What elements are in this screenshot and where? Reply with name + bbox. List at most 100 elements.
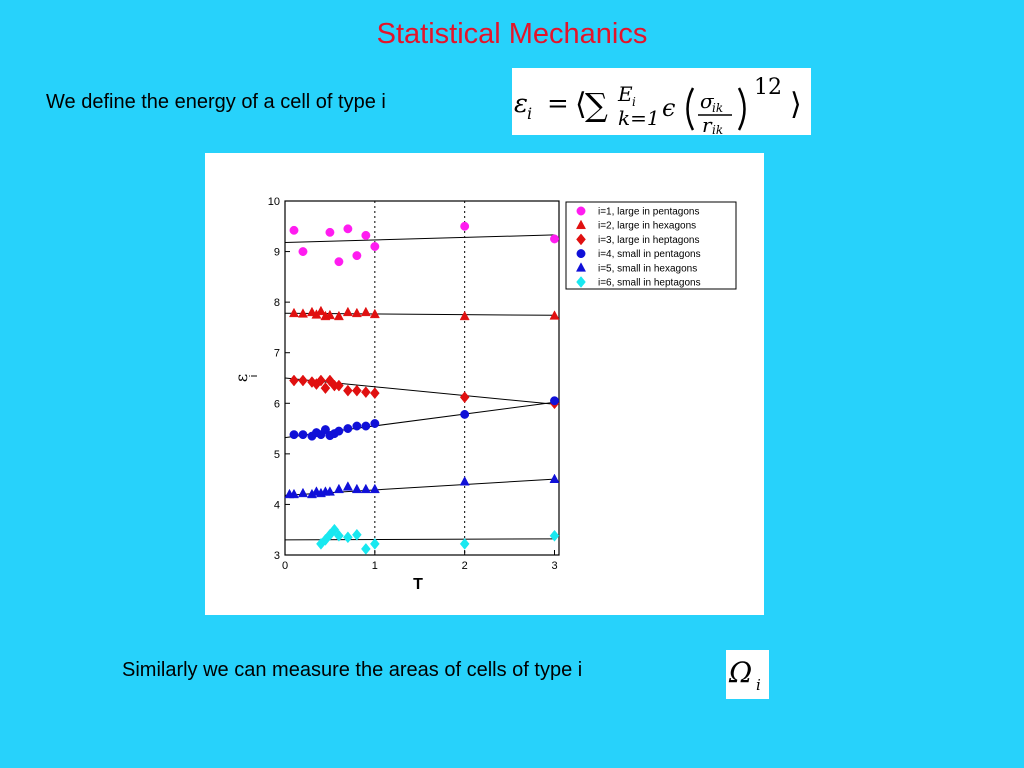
data-point bbox=[550, 234, 559, 244]
area-definition-text: Similarly we can measure the areas of ce… bbox=[122, 659, 583, 681]
data-point bbox=[316, 374, 326, 387]
x-tick-label: 3 bbox=[551, 560, 557, 572]
data-point bbox=[333, 483, 344, 494]
data-point bbox=[343, 224, 353, 234]
y-tick-label: 4 bbox=[274, 499, 280, 511]
legend-entry: i=4, small in pentagons bbox=[598, 249, 701, 260]
svg-text:ϵ: ϵ bbox=[662, 94, 675, 122]
data-point bbox=[369, 483, 380, 494]
data-point bbox=[324, 309, 335, 320]
data-point bbox=[352, 528, 362, 541]
slide-title: Statistical Mechanics bbox=[376, 18, 648, 50]
data-point bbox=[549, 473, 560, 483]
data-point bbox=[459, 537, 470, 550]
formula-sum: ∑ bbox=[585, 86, 608, 124]
legend-entry: i=1, large in pentagons bbox=[598, 207, 699, 218]
data-point bbox=[342, 481, 353, 491]
svg-text:r: r bbox=[702, 113, 713, 135]
data-point bbox=[343, 531, 353, 544]
svg-text:i: i bbox=[756, 676, 761, 694]
data-point bbox=[343, 424, 353, 434]
y-tick-label: 6 bbox=[274, 398, 280, 410]
data-point bbox=[459, 476, 470, 486]
legend-entry: i=3, large in heptagons bbox=[598, 235, 699, 246]
data-point bbox=[352, 384, 362, 397]
legend-marker bbox=[575, 262, 587, 272]
data-point bbox=[459, 310, 470, 321]
data-point bbox=[459, 391, 470, 404]
svg-text:i: i bbox=[632, 95, 636, 109]
svg-text:k=1: k=1 bbox=[618, 106, 660, 130]
data-point bbox=[361, 421, 371, 431]
y-axis-label-sub: i bbox=[248, 375, 260, 377]
svg-text:ik: ik bbox=[712, 123, 723, 135]
data-point bbox=[370, 419, 380, 428]
legend-entry: i=6, small in heptagons bbox=[598, 278, 701, 289]
data-point bbox=[320, 425, 330, 435]
data-point bbox=[289, 430, 299, 440]
svg-text:⟨: ⟨ bbox=[575, 87, 587, 122]
data-point bbox=[297, 308, 308, 318]
data-point bbox=[352, 421, 362, 431]
data-point bbox=[297, 487, 308, 498]
data-point bbox=[369, 308, 380, 319]
energy-definition-text: We define the energy of a cell of type i bbox=[46, 91, 386, 113]
series-2 bbox=[284, 305, 560, 321]
y-tick-label: 8 bbox=[274, 297, 280, 309]
data-point bbox=[360, 306, 371, 317]
data-point bbox=[460, 409, 470, 419]
formula-exponent: 12 bbox=[754, 75, 782, 100]
data-point bbox=[550, 396, 559, 406]
series-5 bbox=[284, 473, 560, 499]
svg-text:ik: ik bbox=[712, 101, 723, 115]
svg-text:E: E bbox=[617, 82, 633, 106]
fit-line bbox=[284, 234, 555, 243]
data-point bbox=[352, 251, 362, 261]
data-point bbox=[325, 227, 335, 237]
y-axis-label-text: ε bbox=[232, 374, 251, 382]
data-point bbox=[289, 225, 299, 235]
data-point bbox=[324, 486, 335, 496]
x-tick-label: 1 bbox=[372, 560, 378, 572]
legend-entry: i=5, small in hexagons bbox=[598, 263, 697, 274]
plot-frame bbox=[284, 200, 560, 556]
data-point bbox=[460, 221, 470, 231]
data-point bbox=[298, 247, 308, 257]
x-tick-label: 0 bbox=[282, 560, 288, 572]
legend-marker bbox=[576, 249, 586, 259]
x-axis-label: T bbox=[413, 576, 423, 593]
data-point bbox=[370, 537, 380, 550]
data-point bbox=[329, 523, 340, 536]
legend-marker bbox=[576, 276, 586, 288]
x-tick-label: 2 bbox=[462, 560, 468, 572]
data-point bbox=[351, 307, 362, 318]
y-tick-label: 3 bbox=[274, 550, 280, 562]
series-3 bbox=[284, 374, 560, 410]
data-point bbox=[370, 242, 380, 251]
formula-epsilon-i: ε bbox=[514, 89, 528, 119]
svg-text:=: = bbox=[547, 89, 569, 119]
energy-formula: ε i = ⟨ ∑ E i k=1 ϵ σ ik r ik 12 ⟩ bbox=[512, 68, 811, 135]
data-point bbox=[288, 307, 300, 318]
svg-text:σ: σ bbox=[700, 89, 715, 113]
data-point bbox=[334, 379, 344, 392]
data-point bbox=[361, 230, 371, 240]
data-point bbox=[315, 305, 326, 316]
legend-marker bbox=[576, 206, 586, 216]
data-point bbox=[320, 382, 331, 395]
data-point bbox=[549, 529, 560, 542]
legend-marker bbox=[576, 233, 586, 246]
y-tick-label: 7 bbox=[274, 348, 280, 360]
data-point bbox=[342, 306, 353, 317]
legend-box bbox=[565, 201, 737, 290]
svg-text:⟩: ⟩ bbox=[790, 87, 802, 122]
formula-omega: Ω bbox=[728, 656, 752, 689]
legend-entry: i=2, large in hexagons bbox=[598, 221, 696, 232]
series-4 bbox=[284, 396, 559, 441]
data-point bbox=[298, 374, 308, 387]
data-point bbox=[334, 529, 344, 542]
data-point bbox=[289, 374, 299, 387]
data-point bbox=[298, 430, 308, 440]
